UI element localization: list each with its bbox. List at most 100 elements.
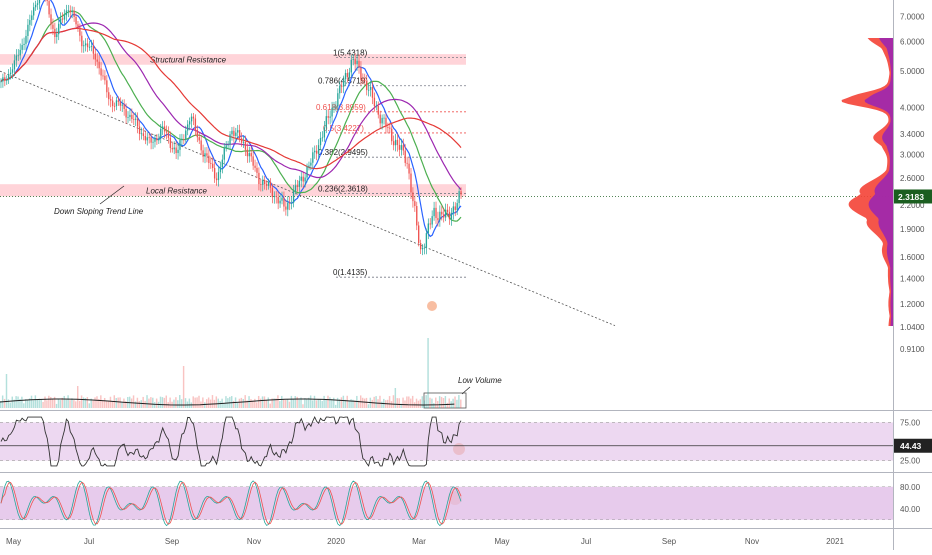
- volume-bar: [246, 400, 248, 408]
- candle-body: [325, 116, 327, 128]
- volume-bar: [107, 400, 110, 408]
- candle-body: [277, 197, 279, 204]
- stoch-tick-label: 80.00: [900, 483, 921, 492]
- candle-body: [425, 233, 428, 248]
- candle-body: [385, 117, 387, 128]
- candle-body: [108, 92, 110, 100]
- candle-body: [48, 1, 50, 15]
- candle-body: [446, 209, 449, 213]
- candle-body: [319, 138, 322, 146]
- candle-body: [13, 60, 16, 70]
- volume-bar: [296, 396, 298, 408]
- candle-body: [394, 139, 397, 146]
- volume-bar: [273, 398, 275, 408]
- candle-body: [179, 139, 181, 150]
- candle-body: [106, 80, 108, 93]
- candle-body: [441, 211, 443, 215]
- price-tick-label: 3.4000: [900, 130, 925, 139]
- volume-bar: [204, 402, 206, 408]
- volume-bar: [304, 398, 306, 408]
- volume-bar: [154, 402, 156, 408]
- candle-body: [219, 167, 222, 173]
- candle-body: [138, 126, 141, 134]
- candle-body: [160, 128, 162, 139]
- volume-bar: [394, 388, 397, 408]
- candle-body: [443, 214, 445, 218]
- candle-body: [416, 206, 418, 226]
- volume-bar: [410, 398, 412, 408]
- volume-bar: [192, 396, 194, 408]
- volume-bar: [309, 395, 312, 408]
- candle-body: [314, 150, 316, 153]
- zone-label: Structural Resistance: [150, 55, 227, 64]
- candle-body: [229, 134, 231, 145]
- volume-bar: [286, 399, 289, 408]
- volume-bar: [257, 395, 260, 408]
- volume-bar: [444, 396, 447, 408]
- candle-body: [83, 45, 85, 47]
- volume-bar: [223, 403, 225, 408]
- candle-body: [242, 141, 245, 143]
- volume-bar: [177, 400, 179, 408]
- volume-bar: [338, 399, 341, 408]
- volume-bar: [294, 396, 296, 408]
- annotation-arrow: [461, 386, 471, 395]
- fib-level-label: 0.618(3.8959): [316, 103, 366, 112]
- candle-body: [221, 159, 224, 168]
- candle-body: [152, 141, 154, 143]
- candle-body: [264, 180, 266, 185]
- volume-bar: [125, 401, 127, 408]
- time-tick-label: Sep: [165, 537, 180, 546]
- candle-body: [36, 3, 39, 5]
- volume-bar: [26, 399, 29, 408]
- low-volume-annotation: Low Volume: [458, 376, 502, 385]
- volume-bar: [300, 397, 302, 408]
- volume-bar: [51, 398, 54, 408]
- candle-body: [223, 147, 225, 160]
- fib-level-label: 0.382(2.9495): [318, 148, 368, 157]
- rsi-tick-label: 25.00: [900, 457, 921, 466]
- volume-bar: [96, 396, 98, 408]
- volume-bar: [92, 400, 94, 408]
- candle-body: [304, 177, 306, 182]
- volume-bar: [248, 396, 250, 408]
- candle-body: [258, 172, 260, 185]
- candle-body: [183, 139, 185, 141]
- volume-bar: [333, 397, 335, 408]
- candle-body: [140, 133, 143, 135]
- candle-body: [383, 117, 385, 119]
- candle-body: [171, 148, 173, 150]
- candle-body: [25, 35, 27, 44]
- candle-body: [129, 114, 131, 118]
- stoch-tick-label: 40.00: [900, 505, 921, 514]
- volume-bar: [50, 396, 52, 408]
- candle-body: [281, 197, 283, 201]
- candle-body: [54, 28, 56, 38]
- volume-bar: [298, 399, 300, 408]
- volume-bar: [211, 395, 214, 408]
- candle-body: [135, 118, 137, 120]
- volume-bar: [263, 396, 266, 408]
- volume-bar: [121, 402, 123, 408]
- volume-bar: [336, 397, 339, 408]
- candle-body: [84, 43, 87, 46]
- volume-bar: [63, 395, 65, 408]
- volume-bar: [198, 395, 200, 408]
- local-resistance-zone: [0, 184, 466, 197]
- candle-body: [190, 116, 193, 122]
- candle-body: [431, 216, 433, 225]
- candle-body: [244, 141, 247, 150]
- volume-bar: [103, 397, 106, 408]
- candle-body: [323, 127, 326, 138]
- volume-bar: [458, 395, 460, 408]
- volume-bar: [100, 395, 102, 408]
- candle-body: [27, 24, 29, 36]
- volume-bar: [390, 401, 393, 408]
- candle-body: [115, 100, 118, 107]
- candle-body: [198, 137, 200, 141]
- candle-body: [100, 68, 102, 76]
- volume-bar: [365, 397, 368, 408]
